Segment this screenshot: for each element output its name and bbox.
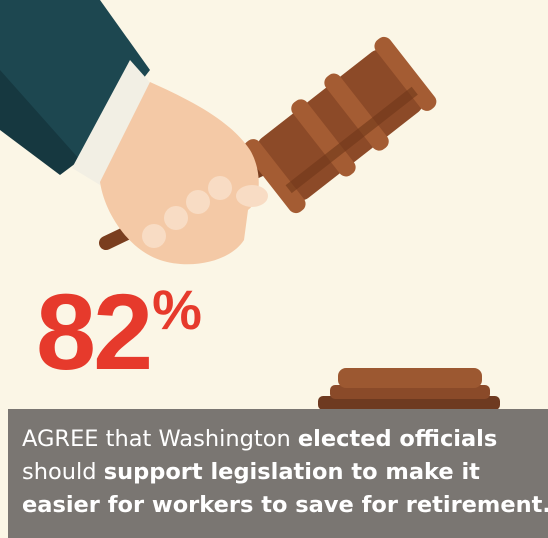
caption-line: AGREE that Washington elected officials [22, 423, 548, 456]
statistic: 82% [36, 278, 202, 386]
caption-text: should [22, 459, 104, 485]
caption-text: support legislation to make it [103, 459, 480, 485]
caption-text: AGREE that Washington [22, 426, 298, 452]
gavel-illustration [0, 0, 500, 410]
caption-text: easier for workers to save for retiremen… [22, 492, 548, 518]
caption-box: AGREE that Washington elected officials s… [8, 409, 548, 538]
caption-line: should support legislation to make it [22, 456, 548, 489]
arm [0, 0, 268, 265]
sound-block [318, 368, 500, 410]
stat-number: 82 [36, 271, 153, 392]
caption-text: elected officials [297, 426, 498, 452]
caption-line: easier for workers to save for retiremen… [22, 489, 548, 522]
stat-unit: % [152, 278, 202, 341]
